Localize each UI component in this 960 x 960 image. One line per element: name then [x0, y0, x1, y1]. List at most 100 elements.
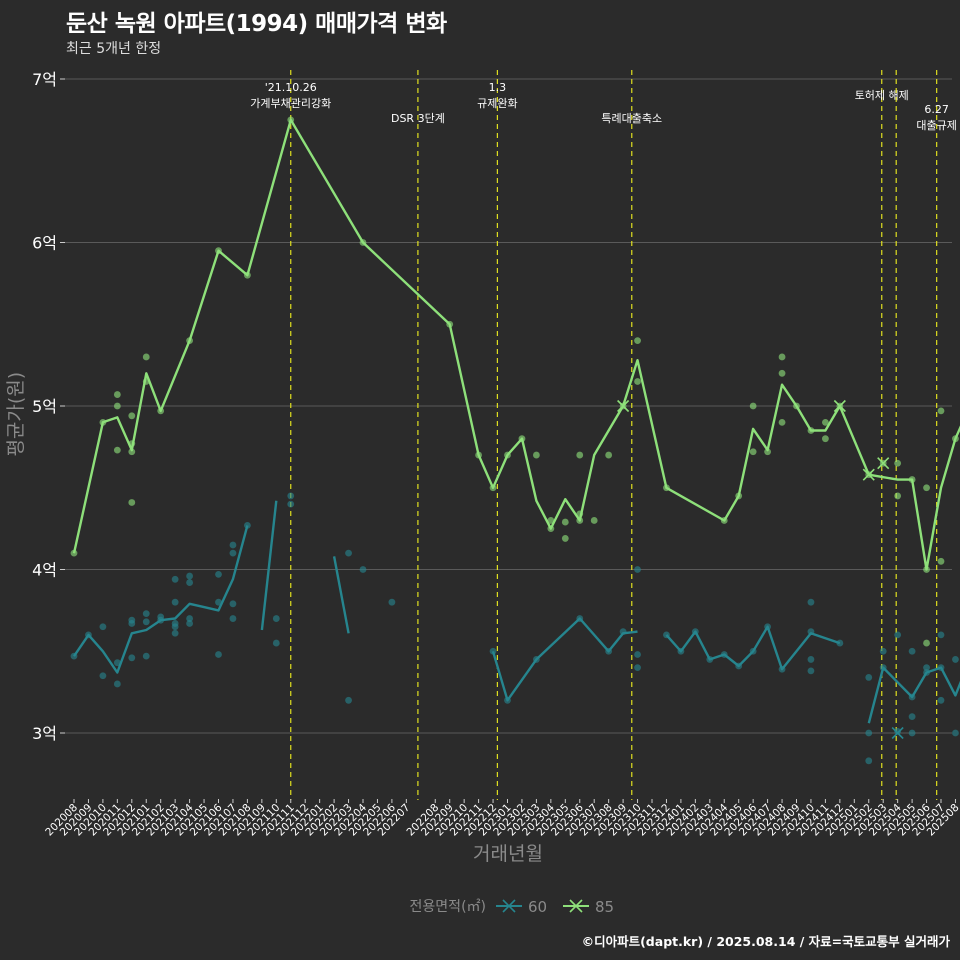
data-point — [113, 402, 121, 410]
data-point — [634, 664, 641, 671]
data-point — [272, 615, 280, 622]
data-point — [142, 652, 150, 660]
cross-marker — [617, 399, 630, 413]
data-point — [142, 353, 150, 361]
series-line — [72, 118, 960, 571]
series-line — [332, 556, 350, 634]
data-point — [99, 672, 107, 680]
data-point — [215, 651, 222, 658]
y-tick-label: 3억 — [32, 724, 57, 743]
event-label: 가계부채관리강화 — [250, 97, 331, 110]
series-line — [665, 625, 841, 671]
data-point — [186, 615, 194, 622]
data-point — [778, 369, 786, 377]
data-point — [171, 629, 179, 637]
data-point — [908, 713, 916, 721]
data-point — [113, 446, 121, 454]
data-point — [749, 402, 757, 410]
event-label: 6.27 — [924, 103, 949, 116]
data-point — [865, 757, 873, 765]
data-point — [822, 418, 829, 426]
data-point — [634, 337, 641, 344]
data-point — [634, 651, 641, 658]
cross-marker — [891, 726, 904, 740]
data-point — [171, 598, 179, 606]
data-point — [113, 680, 121, 688]
series-85 — [70, 116, 960, 647]
data-point — [142, 610, 150, 618]
data-point — [923, 664, 930, 671]
chart-title: 둔산 녹원 아파트(1994) 매매가격 변화 — [66, 11, 447, 37]
event-label: 토허제 해제 — [855, 88, 909, 102]
event-label: DSR 3단계 — [391, 112, 445, 125]
series-line — [260, 500, 278, 631]
chart-subtitle: 최근 5개년 한정 — [66, 41, 162, 57]
event-label: 1.3 — [489, 81, 507, 94]
y-axis-title: 평균가(원) — [5, 372, 27, 457]
data-point — [923, 639, 930, 647]
data-point — [345, 549, 352, 557]
cross-marker — [833, 399, 846, 413]
event-label: '21.10.26 — [265, 81, 317, 94]
data-point — [778, 353, 786, 361]
data-point — [576, 451, 584, 459]
series-line — [73, 525, 249, 674]
data-point — [894, 459, 902, 467]
data-point — [634, 378, 641, 385]
data-point — [128, 448, 136, 456]
data-point — [865, 674, 873, 681]
data-point — [937, 557, 945, 565]
event-label: 규제완화 — [477, 97, 517, 110]
legend-label: 85 — [595, 898, 614, 916]
source-caption: ©디아파트(dapt.kr) / 2025.08.14 / 자료=국토교통부 실… — [581, 934, 950, 949]
data-point — [99, 623, 107, 631]
data-point — [778, 418, 786, 426]
data-point — [561, 518, 569, 526]
legend-title: 전용면적(㎡) — [410, 899, 486, 915]
cross-marker — [862, 468, 875, 481]
data-point — [186, 620, 194, 627]
data-point — [186, 572, 194, 580]
data-point — [186, 579, 194, 586]
data-point — [359, 566, 367, 573]
legend: 전용면적(㎡) 60 85 — [410, 898, 615, 916]
grid-lines: 3억 4억 5억 6억 7억 — [32, 70, 952, 743]
data-point — [128, 654, 136, 662]
data-point — [533, 451, 540, 459]
data-point — [894, 727, 902, 735]
data-point — [388, 598, 396, 606]
data-point — [142, 618, 150, 626]
data-point — [952, 656, 959, 663]
x-axis: 2020082020092020102020112020122021012021… — [43, 799, 960, 838]
data-point — [171, 575, 179, 583]
data-point — [605, 451, 613, 459]
data-point — [229, 541, 237, 549]
data-point — [345, 696, 352, 704]
data-point — [908, 647, 916, 655]
y-tick-label: 4억 — [32, 561, 57, 580]
data-point — [634, 566, 641, 573]
series-line — [867, 666, 960, 724]
data-point — [894, 631, 902, 639]
data-point — [229, 615, 237, 622]
data-point — [937, 631, 945, 639]
event-label: 특례대출축소 — [601, 112, 662, 125]
data-point — [923, 484, 930, 492]
data-point — [590, 517, 598, 524]
legend-cross-swatch — [502, 899, 516, 913]
series-60 — [70, 492, 960, 765]
data-point — [229, 600, 237, 608]
event-label: 대출규제 — [916, 119, 956, 132]
data-point — [937, 407, 945, 415]
data-point — [128, 616, 136, 624]
data-point — [894, 492, 902, 500]
data-point — [807, 598, 815, 606]
data-point — [272, 639, 280, 647]
data-point — [822, 435, 829, 443]
data-point — [561, 535, 569, 542]
data-point — [807, 667, 815, 675]
data-point — [287, 492, 295, 500]
data-point — [215, 571, 222, 578]
data-point — [952, 729, 959, 737]
data-point — [547, 517, 555, 524]
